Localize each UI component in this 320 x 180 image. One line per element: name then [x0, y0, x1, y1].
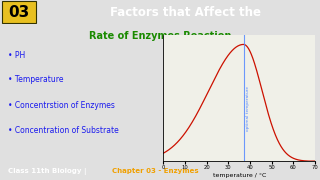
Text: • Temperature: • Temperature — [8, 75, 63, 84]
Text: Factors that Affect the: Factors that Affect the — [109, 6, 260, 19]
Text: 03: 03 — [8, 5, 30, 20]
X-axis label: temperature / °C: temperature / °C — [212, 173, 266, 178]
Text: optimal temperature: optimal temperature — [246, 86, 250, 131]
Text: Rate of Enzymes Reaction: Rate of Enzymes Reaction — [89, 31, 231, 41]
Text: • Concentration of Substrate: • Concentration of Substrate — [8, 126, 119, 135]
Text: Class 11th Biology |: Class 11th Biology | — [8, 168, 89, 175]
Bar — [2, 1, 36, 23]
Text: Chapter 03 - Enzymes: Chapter 03 - Enzymes — [112, 168, 199, 174]
Text: • Concentrstion of Enzymes: • Concentrstion of Enzymes — [8, 101, 115, 110]
Text: • PH: • PH — [8, 51, 25, 60]
